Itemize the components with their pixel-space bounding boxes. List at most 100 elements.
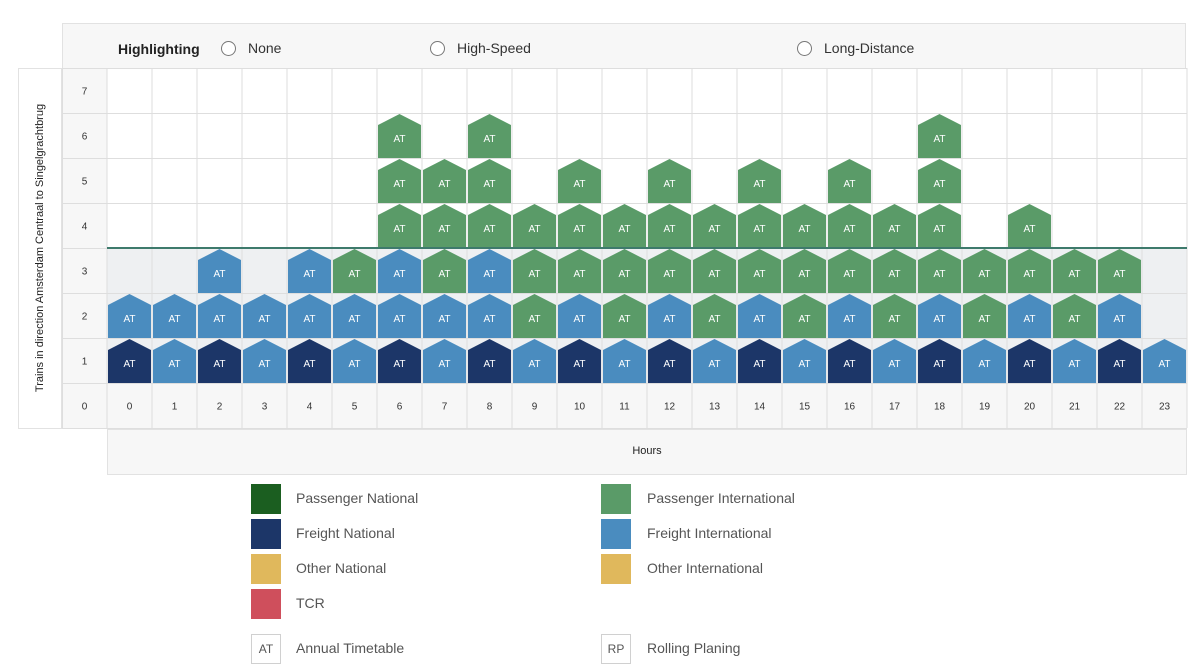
x-tick-label: 9: [532, 402, 538, 413]
train-block: [648, 339, 691, 383]
train-block: [603, 294, 646, 338]
train-block-label: AT: [1158, 359, 1170, 370]
train-block-label: AT: [888, 314, 900, 325]
train-block: [1053, 249, 1096, 293]
x-tick-label: 13: [709, 402, 721, 413]
x-tick-label: 20: [1024, 402, 1036, 413]
y-tick-label: 2: [82, 312, 88, 323]
x-tick-label: 11: [619, 402, 630, 413]
train-block-label: AT: [1023, 224, 1035, 235]
train-block-label: AT: [933, 269, 945, 280]
legend-label-freight-national: Freight National: [296, 525, 395, 541]
train-block-label: AT: [618, 224, 630, 235]
train-block: [603, 204, 646, 248]
train-block: [783, 339, 826, 383]
train-block: [198, 249, 241, 293]
train-block-label: AT: [978, 269, 990, 280]
train-block: [378, 339, 421, 383]
train-block-label: AT: [888, 359, 900, 370]
legend-swatch-freight-international: [601, 519, 631, 549]
train-block: [648, 294, 691, 338]
train-block-label: AT: [753, 224, 765, 235]
train-block: [738, 204, 781, 248]
train-block-label: AT: [753, 359, 765, 370]
legend-swatch-passenger-international: [601, 484, 631, 514]
x-tick-label: 23: [1159, 402, 1171, 413]
train-block-label: AT: [573, 359, 585, 370]
train-block: [738, 294, 781, 338]
y-axis-label: Trains in direction Amsterdam Centraal t…: [34, 103, 46, 393]
x-tick-label: 19: [979, 402, 991, 413]
x-tick-label: 18: [934, 402, 946, 413]
train-block: [558, 294, 601, 338]
train-block-label: AT: [483, 314, 495, 325]
train-block-label: AT: [258, 359, 270, 370]
train-block-label: AT: [798, 224, 810, 235]
train-block-label: AT: [528, 224, 540, 235]
train-block: [558, 249, 601, 293]
train-block: [963, 339, 1006, 383]
train-block: [693, 339, 736, 383]
train-block: [243, 339, 286, 383]
train-block-label: AT: [438, 224, 450, 235]
highlighting-bar: Highlighting None High-Speed Long-Distan…: [62, 23, 1186, 69]
train-block: [873, 204, 916, 248]
legend-label-passenger-international: Passenger International: [647, 490, 795, 506]
train-block-label: AT: [1113, 359, 1125, 370]
legend-swatch-other-international: [601, 554, 631, 584]
train-block-label: AT: [483, 359, 495, 370]
x-tick-label: 10: [574, 402, 586, 413]
train-block-label: AT: [213, 314, 225, 325]
train-block: [378, 204, 421, 248]
train-block-label: AT: [753, 179, 765, 190]
train-block: [738, 159, 781, 203]
train-block-label: AT: [303, 314, 315, 325]
train-block-label: AT: [1113, 269, 1125, 280]
y-axis-label-box: [18, 68, 62, 429]
train-block: [558, 204, 601, 248]
train-block: [378, 114, 421, 158]
train-block-label: AT: [348, 359, 360, 370]
train-block: [693, 204, 736, 248]
train-block-label: AT: [438, 359, 450, 370]
x-tick-label: 2: [217, 402, 223, 413]
train-block-label: AT: [1068, 359, 1080, 370]
train-block-label: AT: [1023, 314, 1035, 325]
x-tick-label: 14: [754, 402, 766, 413]
radio-circle-icon[interactable]: [430, 40, 445, 56]
train-block-label: AT: [708, 359, 720, 370]
train-block-label: AT: [843, 359, 855, 370]
train-block-label: AT: [798, 359, 810, 370]
train-block-label: AT: [123, 314, 135, 325]
train-block-label: AT: [1023, 269, 1035, 280]
train-block: [1008, 294, 1051, 338]
train-block-label: AT: [393, 134, 405, 145]
train-block-label: AT: [348, 314, 360, 325]
radio-circle-icon[interactable]: [797, 40, 812, 56]
train-block: [423, 249, 466, 293]
x-tick-label: 16: [844, 402, 856, 413]
train-block-label: AT: [303, 269, 315, 280]
train-block: [918, 114, 961, 158]
train-block: [288, 294, 331, 338]
train-block-label: AT: [483, 134, 495, 145]
radio-circle-icon[interactable]: [221, 40, 236, 56]
train-block-label: AT: [843, 314, 855, 325]
x-tick-label: 15: [799, 402, 811, 413]
train-block-label: AT: [258, 314, 270, 325]
train-block-label: AT: [933, 359, 945, 370]
train-block-label: AT: [933, 314, 945, 325]
radio-high-speed[interactable]: High-Speed: [430, 40, 531, 56]
train-block: [468, 294, 511, 338]
train-block: [378, 159, 421, 203]
legend-swatch-other-national: [251, 554, 281, 584]
train-block-label: AT: [303, 359, 315, 370]
radio-long-distance[interactable]: Long-Distance: [797, 40, 914, 56]
train-block: [153, 294, 196, 338]
radio-none[interactable]: None: [221, 40, 281, 56]
legend-swatch-freight-national: [251, 519, 281, 549]
train-block-label: AT: [1113, 314, 1125, 325]
y-tick-label: 5: [82, 177, 88, 188]
x-tick-label: 6: [397, 402, 403, 413]
train-block-label: AT: [708, 224, 720, 235]
